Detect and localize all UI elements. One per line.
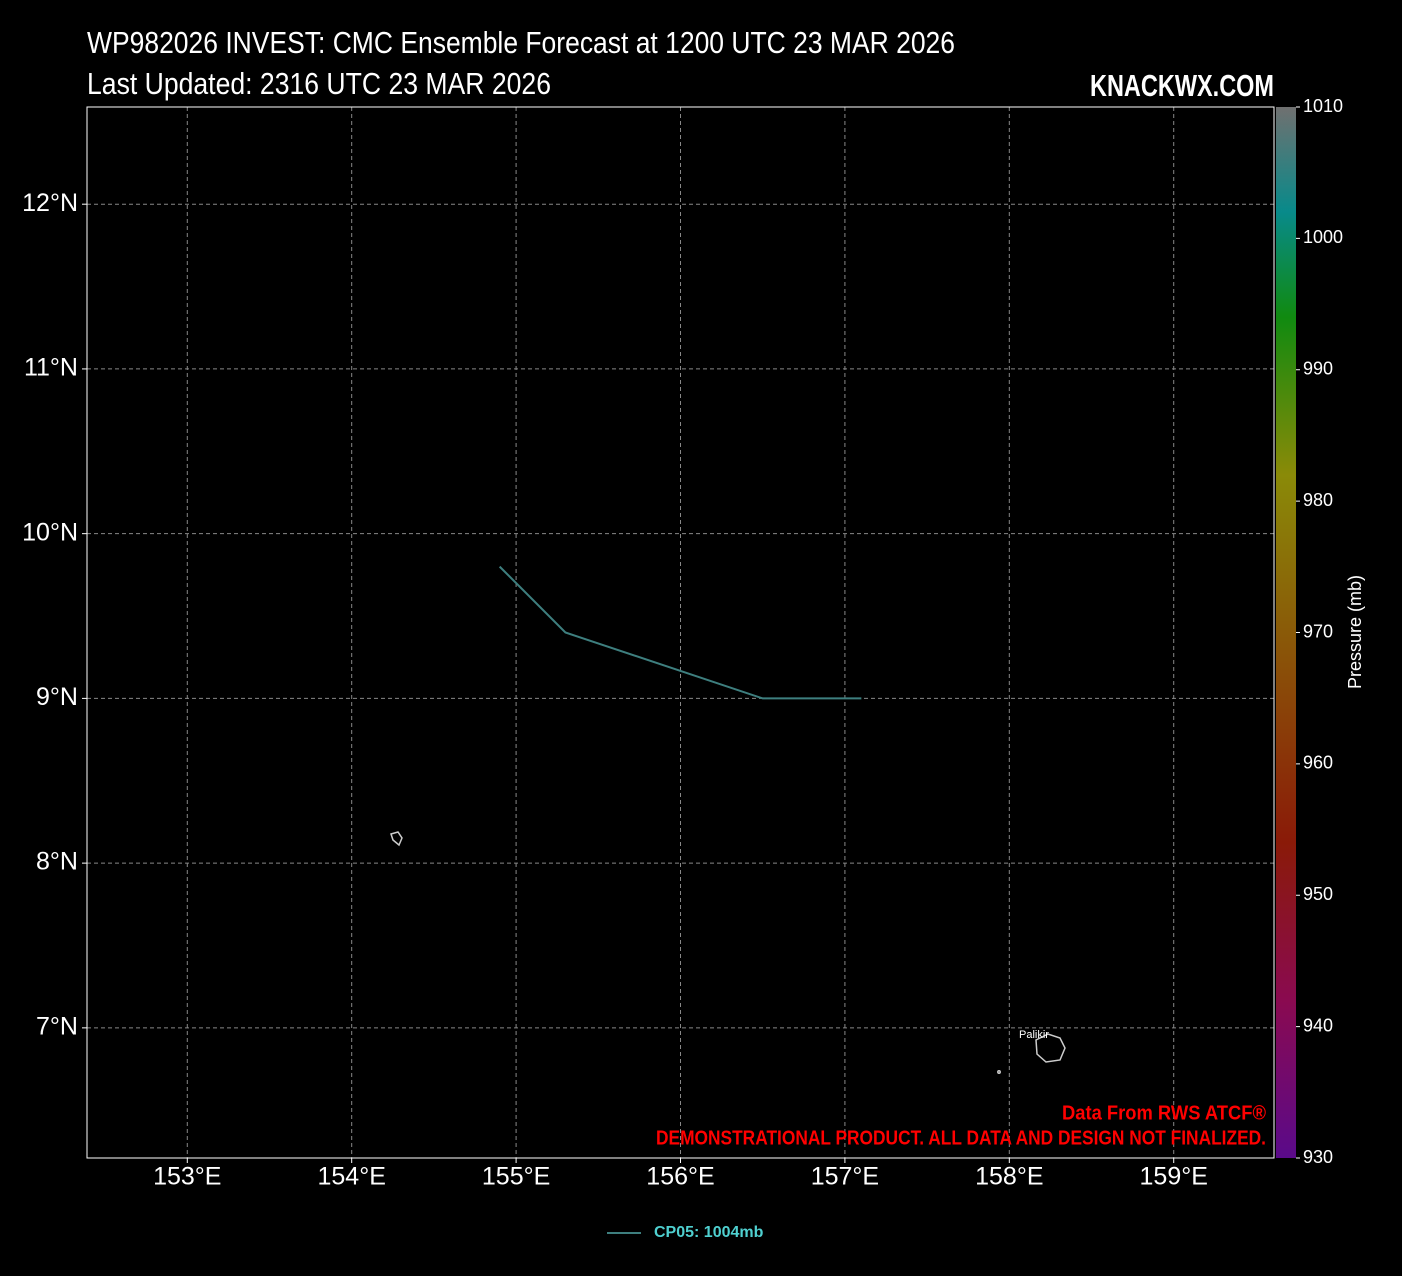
colorbar-label: Pressure (mb): [1345, 575, 1365, 689]
y-tick-label: 11°N: [24, 354, 78, 382]
disclaimer: DEMONSTRATIONAL PRODUCT. ALL DATA AND DE…: [656, 1127, 1266, 1149]
source-note: Data From RWS ATCF®: [1062, 1102, 1266, 1124]
x-tick-label: 156°E: [646, 1163, 714, 1191]
x-tick-label: 154°E: [317, 1163, 385, 1191]
track-line: [498, 565, 862, 700]
colorbar: [1276, 107, 1296, 1158]
x-tick-label: 159°E: [1140, 1163, 1208, 1191]
colorbar-tick-label: 980: [1303, 490, 1333, 510]
brand: KNACKWX.COM: [1090, 68, 1274, 103]
place-label: Palikir: [1019, 1029, 1049, 1041]
colorbar-tick-label: 990: [1303, 359, 1333, 379]
chart-subtitle: Last Updated: 2316 UTC 23 MAR 2026: [87, 66, 551, 101]
colorbar-tick-label: 930: [1303, 1147, 1333, 1167]
y-tick-label: 12°N: [22, 189, 78, 217]
colorbar-tick-label: 970: [1303, 621, 1333, 641]
chart-title: WP982026 INVEST: CMC Ensemble Forecast a…: [87, 25, 955, 60]
colorbar-tick-label: 950: [1303, 884, 1333, 904]
x-tick-label: 155°E: [482, 1163, 550, 1191]
legend-label: CP05: 1004mb: [654, 1224, 764, 1241]
island: [997, 1070, 1001, 1074]
colorbar-tick-label: 1010: [1303, 96, 1343, 116]
island: [390, 831, 403, 847]
colorbar-tick-label: 940: [1303, 1015, 1333, 1035]
island: [1035, 1033, 1066, 1063]
x-tick-label: 157°E: [811, 1163, 879, 1191]
y-tick-label: 9°N: [36, 683, 78, 711]
x-tick-label: 158°E: [975, 1163, 1043, 1191]
x-tick-label: 153°E: [153, 1163, 221, 1191]
y-tick-label: 7°N: [36, 1012, 78, 1040]
land: [390, 831, 1066, 1074]
y-tick-label: 10°N: [22, 518, 78, 546]
y-tick-label: 8°N: [36, 848, 78, 876]
colorbar-tick-label: 960: [1303, 753, 1333, 773]
colorbar-tick-label: 1000: [1303, 227, 1343, 247]
